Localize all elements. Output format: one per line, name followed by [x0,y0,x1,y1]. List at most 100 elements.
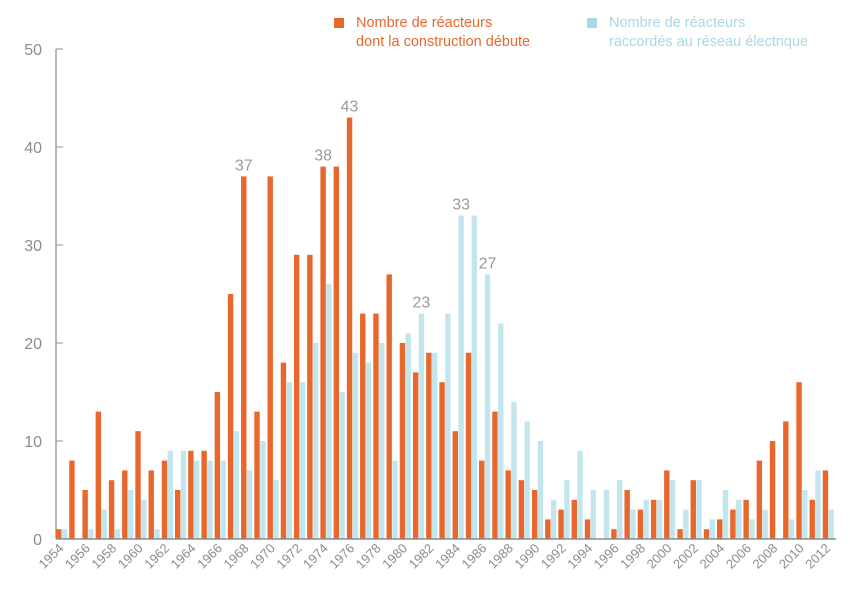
bar-grid-connection-2001: 2001: 3 [683,509,689,539]
bar-construction-1969: 1969: 13 [254,411,260,539]
x-tick-label: 1966 [194,541,225,572]
legend-label-construction-line1: Nombre de réacteurs [356,15,493,31]
bar-grid-connection-1963: 1963: 9 [180,450,187,539]
bar-grid-connection-1994: 1994: 5 [590,490,596,539]
legend-swatch-grid-connection [587,18,597,28]
bar-construction-2007: 2007: 8 [756,460,763,539]
bar-grid-connection-1961: 1961: 1 [154,529,160,539]
bar-grid-connection-1958: 1958: 1 [114,529,121,539]
bar-grid-connection-1995: 1995: 5 [603,490,610,539]
bar-grid-connection-1967: 1967: 11 [233,431,240,539]
bar-construction-1980: 1980: 20 [399,343,406,539]
x-tick-label: 1986 [459,541,490,572]
bar-construction-1957: 1957: 13 [95,411,102,539]
bar-construction-2000: 2000: 7 [664,470,670,539]
bar-construction-1989: 1989: 6 [518,480,525,539]
bar-grid-connection-1981: 1981: 23 [418,313,425,539]
bar-grid-connection-1986: 1986: 27 [484,274,491,539]
bar-grid-connection-1993: 1993: 9 [577,450,583,539]
bar-grid-connection-1988: 1988: 14 [511,401,517,539]
bar-grid-connection-1992: 1992: 6 [564,480,570,539]
bar-grid-connection-1974: 1974: 26 [326,284,332,539]
bar-grid-connection-1987: 1987: 22 [498,323,504,539]
bar-construction-1996: 1996: 1 [611,529,617,539]
bar-grid-connection-2007: 2007: 3 [762,509,768,539]
bar-construction-1987: 1987: 13 [492,411,498,539]
y-axis: 0 10 20 30 40 50 [24,42,63,549]
x-tick-label: 2010 [776,541,807,572]
bar-construction-1967: 1967: 25 [227,294,234,539]
data-label-1974: 38 [314,148,332,165]
bar-grid-connection-2005: 2005: 4 [736,499,742,539]
x-tick-label: 1990 [511,541,542,572]
x-tick-label: 2012 [802,541,833,572]
data-label-1981: 23 [413,295,431,312]
bar-grid-connection-1960: 1960: 4 [141,499,147,539]
bar-grid-connection-1997: 1997: 3 [630,509,636,539]
bar-construction-1963: 1963: 5 [174,490,181,539]
bar-construction-2009: 2009: 12 [783,421,789,539]
bar-grid-connection-1985: 1985: 33 [471,215,478,539]
bar-grid-connection-1980: 1980: 21 [405,333,411,539]
bar-grid-connection-1977: 1977: 18 [365,362,372,539]
bar-construction-1986: 1986: 8 [479,460,485,539]
bar-construction-1970: 1970: 37 [267,176,273,539]
bar-construction-1955: 1955: 8 [69,460,75,539]
bar-grid-connection-2004: 2004: 5 [722,490,729,539]
bar-construction-1985: 1985: 19 [465,352,472,539]
bar-construction-1971: 1971: 18 [280,362,287,539]
y-tick-label: 50 [24,42,42,59]
bar-construction-1983: 1983: 16 [439,382,445,539]
bar-grid-connection-2003: 2003: 2 [709,519,715,539]
bar-construction-2002: 2002: 6 [690,480,696,539]
bar-construction-1965: 1965: 9 [201,450,207,539]
x-tick-label: 1962 [141,541,172,572]
y-tick-label: 20 [24,336,42,353]
bar-construction-1992: 1992: 3 [558,509,564,539]
bar-construction-1993: 1993: 4 [571,499,577,539]
bar-construction-1962: 1962: 8 [161,460,168,539]
data-label-1968: 37 [235,157,253,174]
x-tick-label: 1996 [591,541,622,572]
x-tick-label: 1994 [564,541,595,572]
bar-grid-connection-1966: 1966: 8 [220,460,226,539]
bar-construction-1981: 1981: 17 [412,372,419,539]
bar-construction-2004: 2004: 2 [717,519,723,539]
bar-grid-connection-1984: 1984: 33 [458,215,464,539]
x-tick-label: 1972 [273,541,304,572]
bar-construction-2001: 2001: 1 [677,529,683,539]
legend-label-grid-connection-line1: Nombre de réacteurs [609,15,746,31]
x-tick-label: 1980 [379,541,410,572]
bar-grid-connection-1968: 1968: 7 [246,470,253,539]
bar-construction-2011: 2011: 4 [809,499,815,539]
x-tick-label: 2008 [749,541,780,572]
bar-construction-1982: 1982: 19 [426,352,432,539]
x-tick-label: 1998 [617,541,648,572]
bar-construction-2005: 2005: 3 [730,509,736,539]
bar-grid-connection-2000: 2000: 6 [669,480,676,539]
legend-swatch-construction [334,18,344,28]
x-axis: 1954195619581960196219641966196819701972… [35,538,836,572]
bar-grid-connection-1989: 1989: 12 [524,421,530,539]
x-tick-label: 1988 [485,541,516,572]
x-tick-label: 1978 [353,541,384,572]
bar-grid-connection-1978: 1978: 20 [379,343,385,539]
bar-grid-connection-1971: 1971: 16 [286,382,292,539]
x-tick-label: 1976 [326,541,357,572]
legend-label-grid-connection-line2: raccordés au réseau électrique [609,34,809,50]
bar-grid-connection-1957: 1957: 3 [101,509,107,539]
bar-grid-connection-1983: 1983: 23 [445,313,451,539]
bar-construction-1961: 1961: 7 [148,470,154,539]
bar-construction-1979: 1979: 27 [386,274,392,539]
x-tick-label: 1992 [538,541,569,572]
bar-grid-connection-2006: 2006: 2 [749,519,755,539]
bar-construction-1997: 1997: 5 [624,490,630,539]
x-tick-label: 1968 [221,541,252,572]
bar-grid-connection-2009: 2009: 2 [788,519,795,539]
bar-construction-1973: 1973: 29 [307,254,313,540]
bar-grid-connection-1999: 1999: 4 [656,499,663,539]
bar-construction-1999: 1999: 4 [650,499,657,539]
bar-construction-1964: 1964: 9 [188,450,194,539]
x-tick-label: 1964 [168,541,199,572]
